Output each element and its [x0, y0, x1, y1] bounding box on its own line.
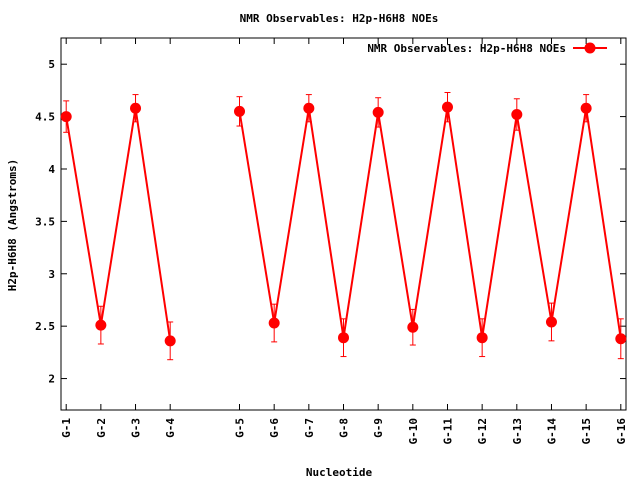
x-tick-label: G-1: [60, 418, 73, 438]
axis-ticks: 2 2.5 3 3.5 4 4.5 5 G-1 G-2 G-3 G-4 G-5 G-6 G-7 G-8 G-9…: [35, 38, 628, 445]
y-axis-label: H2p-H6H8 (Angstroms): [6, 159, 19, 291]
data-point: [580, 102, 592, 114]
data-point: [372, 106, 384, 118]
data-point: [130, 102, 142, 114]
x-tick-label: G-9: [372, 418, 385, 438]
x-axis-label: Nucleotide: [306, 466, 373, 479]
data-point: [268, 317, 280, 329]
x-tick-label: G-12: [476, 418, 489, 445]
x-tick-label: G-10: [407, 418, 420, 445]
y-tick-label: 4.5: [35, 111, 55, 124]
x-tick-label: G-4: [164, 418, 177, 438]
y-tick-label: 4: [48, 163, 55, 176]
y-tick-label: 2: [48, 373, 55, 386]
series-group: [60, 91, 627, 361]
data-point: [476, 332, 488, 344]
data-point: [303, 102, 315, 114]
x-tick-label: G-11: [441, 418, 454, 445]
x-tick-label: G-15: [580, 418, 593, 445]
chart-title: NMR Observables: H2p-H6H8 NOEs: [240, 12, 439, 25]
data-point: [164, 335, 176, 347]
data-point: [545, 316, 557, 328]
x-tick-label: G-13: [511, 418, 524, 445]
y-tick-label: 3: [48, 268, 55, 281]
y-tick-label: 2.5: [35, 320, 55, 333]
x-tick-label: G-14: [545, 418, 558, 445]
data-point: [60, 111, 72, 123]
x-tick-label: G-8: [338, 418, 351, 438]
data-point: [511, 108, 523, 120]
x-tick-label: G-7: [303, 418, 316, 438]
y-tick-label: 3.5: [35, 215, 55, 228]
legend-marker: [584, 42, 596, 54]
data-point: [407, 321, 419, 333]
data-point: [338, 332, 349, 344]
legend: NMR Observables: H2p-H6H8 NOEs: [367, 42, 607, 55]
data-point: [615, 333, 627, 345]
series-line: [238, 107, 622, 339]
x-tick-label: G-6: [268, 418, 281, 438]
x-tick-label: G-5: [234, 418, 247, 438]
x-tick-label: G-3: [130, 418, 143, 438]
legend-label: NMR Observables: H2p-H6H8 NOEs: [367, 42, 566, 55]
data-point: [95, 319, 107, 331]
data-point: [234, 105, 246, 117]
series-line: [65, 108, 172, 341]
y-tick-label: 5: [48, 58, 55, 71]
data-point: [441, 101, 453, 113]
x-tick-label: G-16: [615, 418, 628, 445]
x-tick-label: G-2: [95, 418, 108, 438]
